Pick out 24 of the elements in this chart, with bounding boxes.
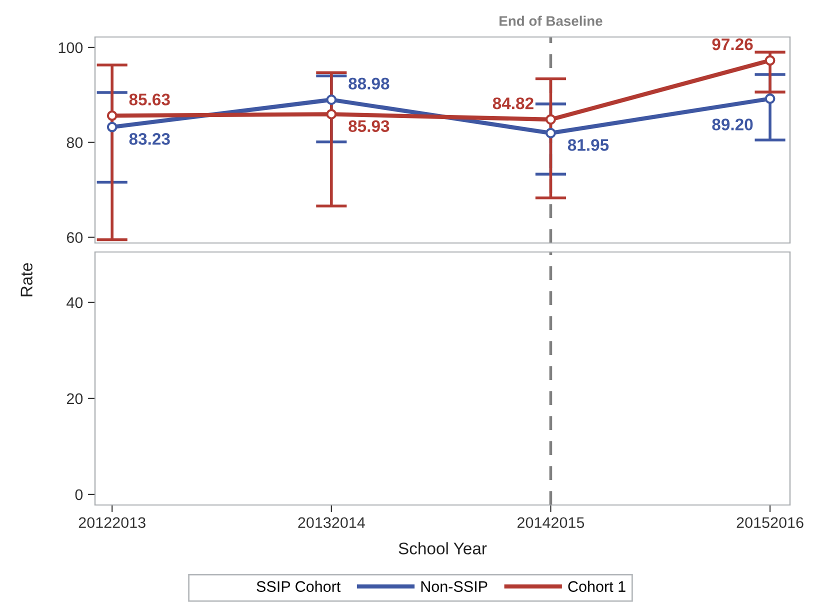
- x-tick-label: 20152016: [736, 517, 804, 528]
- data-label: 85.63: [129, 94, 170, 106]
- y-tick-label: 60: [66, 232, 83, 243]
- legend-label: Cohort 1: [568, 580, 626, 592]
- data-label: 81.95: [568, 139, 609, 151]
- x-axis-title: School Year: [398, 542, 487, 554]
- data-label: 85.93: [348, 120, 390, 132]
- data-label: 97.26: [712, 38, 753, 50]
- data-label: 84.82: [492, 97, 534, 110]
- x-tick-label: 20122013: [78, 517, 146, 528]
- y-tick-label: 40: [66, 297, 83, 308]
- y-tick-label: 80: [66, 137, 83, 148]
- data-label: 83.23: [129, 133, 170, 145]
- x-tick-label: 20142015: [518, 517, 584, 528]
- x-tick-label: 20132014: [298, 517, 365, 528]
- data-label: 88.98: [348, 78, 390, 90]
- y-tick-label: 20: [66, 393, 83, 404]
- legend-title: SSIP Cohort: [256, 580, 341, 592]
- y-tick-label: 100: [58, 42, 83, 54]
- y-tick-label: 0: [75, 489, 83, 500]
- y-axis-title: Rate: [20, 263, 32, 296]
- data-label: 89.20: [712, 118, 753, 130]
- legend-label: Non-SSIP: [421, 581, 488, 592]
- ref-line-label: End of Baseline: [500, 16, 602, 26]
